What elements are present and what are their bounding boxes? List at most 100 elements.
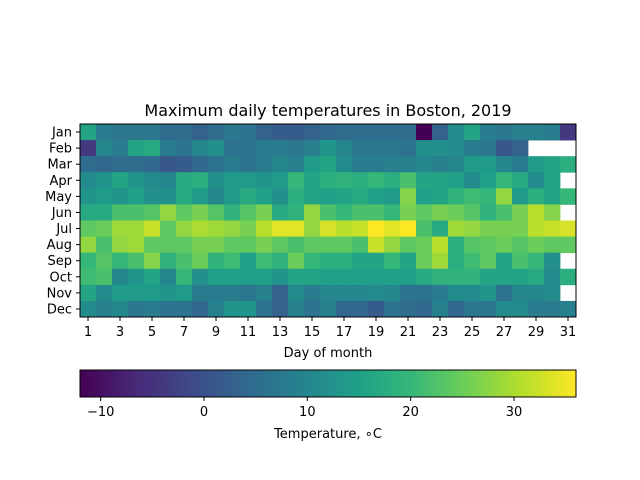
heatmap-cell xyxy=(544,284,561,302)
heatmap-cell xyxy=(480,236,497,254)
heatmap-cell xyxy=(528,252,545,270)
heatmap-cell xyxy=(304,268,321,286)
heatmap-cell xyxy=(192,124,209,141)
heatmap-cell xyxy=(224,140,241,157)
heatmap-cell xyxy=(336,204,353,221)
heatmap-cell xyxy=(304,172,321,189)
heatmap-cell xyxy=(480,252,497,270)
x-tick-label: 31 xyxy=(560,325,577,340)
heatmap-cell xyxy=(320,156,337,173)
x-tick-label: 1 xyxy=(84,325,92,340)
heatmap-cell xyxy=(208,252,225,270)
x-tick-label: 29 xyxy=(528,325,545,340)
heatmap-cell xyxy=(160,124,177,141)
y-tick-label: Mar xyxy=(47,158,72,173)
heatmap-cell xyxy=(160,172,177,189)
heatmap-cell xyxy=(96,140,113,157)
heatmap-cell xyxy=(192,300,209,318)
x-tick-label: 21 xyxy=(400,325,417,340)
heatmap-cell xyxy=(160,236,177,254)
heatmap-cell xyxy=(496,252,513,270)
heatmap-cell xyxy=(144,236,161,254)
heatmap-cell xyxy=(464,300,481,318)
heatmap-cell xyxy=(272,300,289,318)
heatmap-cell xyxy=(352,300,369,318)
heatmap-cell xyxy=(512,188,529,205)
heatmap-cell xyxy=(368,188,385,205)
heatmap-cell xyxy=(304,236,321,254)
heatmap-cell xyxy=(80,172,97,189)
heatmap-cell xyxy=(128,172,145,189)
heatmap-cell xyxy=(320,284,337,302)
heatmap-cell xyxy=(128,284,145,302)
heatmap-cell xyxy=(208,188,225,205)
heatmap-cell xyxy=(192,156,209,173)
heatmap-cell xyxy=(176,252,193,270)
heatmap-cell xyxy=(512,252,529,270)
heatmap-cell xyxy=(112,172,129,189)
heatmap-cell xyxy=(176,268,193,286)
heatmap-cell xyxy=(496,284,513,302)
heatmap-cell xyxy=(80,124,97,141)
heatmap-cell xyxy=(224,236,241,254)
y-tick-label: Jul xyxy=(55,222,72,237)
heatmap-cell xyxy=(288,124,305,141)
heatmap-cell xyxy=(272,268,289,286)
heatmap-cell xyxy=(144,204,161,221)
heatmap-cell xyxy=(336,188,353,205)
heatmap-cell xyxy=(256,188,273,205)
heatmap-cell xyxy=(96,156,113,173)
heatmap-cell xyxy=(544,268,561,286)
heatmap-cell xyxy=(144,156,161,173)
heatmap-cell xyxy=(272,252,289,270)
heatmap-cell xyxy=(112,156,129,173)
heatmap-cell xyxy=(288,236,305,254)
heatmap-cell xyxy=(320,204,337,221)
heatmap-cell xyxy=(400,172,417,189)
heatmap-cell xyxy=(400,236,417,254)
heatmap-cell xyxy=(352,140,369,157)
heatmap-cell xyxy=(480,268,497,286)
heatmap-cell xyxy=(128,156,145,173)
heatmap-cell xyxy=(368,204,385,221)
heatmap-cell xyxy=(208,124,225,141)
heatmap-cell xyxy=(352,236,369,254)
heatmap-cell xyxy=(528,220,545,237)
heatmap-cell xyxy=(528,172,545,189)
colorbar-tick-label: 10 xyxy=(299,405,316,420)
heatmap-cell xyxy=(400,124,417,141)
heatmap-cell xyxy=(368,300,385,318)
heatmap-cell xyxy=(112,236,129,254)
heatmap-cell xyxy=(496,236,513,254)
x-tick-label: 15 xyxy=(304,325,321,340)
heatmap-cell xyxy=(288,300,305,318)
heatmap-cell xyxy=(416,156,433,173)
heatmap-cell xyxy=(288,284,305,302)
heatmap-cell xyxy=(416,284,433,302)
heatmap-cell xyxy=(320,124,337,141)
heatmap-cell xyxy=(176,188,193,205)
heatmap-cell xyxy=(192,204,209,221)
heatmap-cell xyxy=(320,140,337,157)
y-tick-label: Nov xyxy=(47,286,73,301)
heatmap-cell xyxy=(320,236,337,254)
heatmap-cell xyxy=(384,124,401,141)
heatmap-cell xyxy=(384,188,401,205)
heatmap-cell xyxy=(96,300,113,318)
colorbar xyxy=(79,369,577,398)
heatmap-cell xyxy=(432,140,449,157)
heatmap-cell xyxy=(528,236,545,254)
chart-title: Maximum daily temperatures in Boston, 20… xyxy=(144,101,511,120)
heatmap-cell xyxy=(336,284,353,302)
heatmap-cell xyxy=(560,156,577,173)
heatmap-cell xyxy=(448,268,465,286)
heatmap-cell xyxy=(80,268,97,286)
heatmap-cell xyxy=(416,220,433,237)
heatmap-cell xyxy=(80,252,97,270)
heatmap-cell xyxy=(192,188,209,205)
heatmap-cell xyxy=(256,236,273,254)
heatmap-cell xyxy=(432,156,449,173)
heatmap-cell xyxy=(432,204,449,221)
heatmap-cell xyxy=(560,236,577,254)
heatmap-cell xyxy=(288,156,305,173)
